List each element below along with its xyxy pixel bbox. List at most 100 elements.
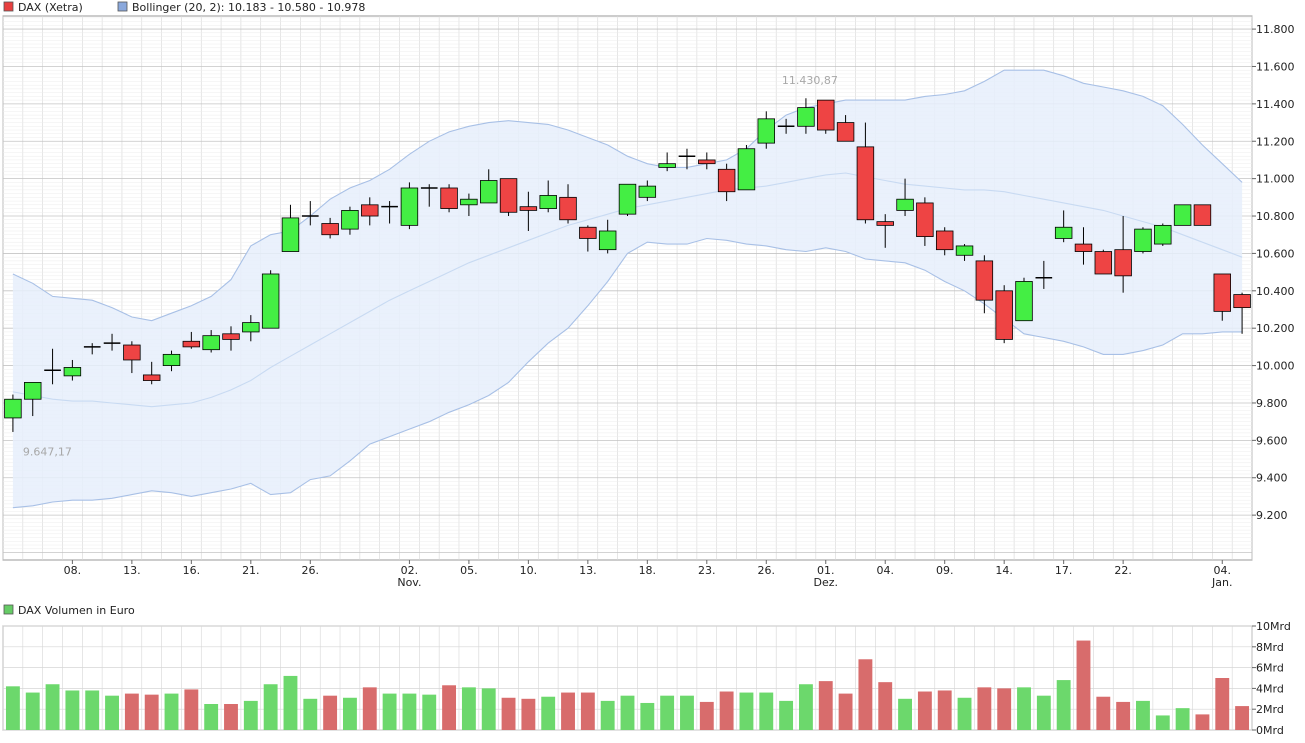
candle — [1173, 204, 1192, 226]
candle — [618, 183, 637, 217]
price-y-tick-label: 11.200 — [1256, 135, 1295, 148]
candle — [995, 285, 1013, 344]
candle — [539, 180, 557, 213]
x-tick-label: 10. — [520, 564, 538, 577]
price-y-tick-label: 10.000 — [1256, 360, 1295, 373]
volume-bar — [5, 686, 20, 730]
x-tick-label: 14. — [995, 564, 1013, 577]
x-tick-label: 05. — [460, 564, 478, 577]
volume-y-tick-label: 8Mrd — [1256, 641, 1284, 654]
volume-bar — [303, 698, 318, 730]
volume-bar — [600, 700, 615, 730]
candle-body-down — [876, 221, 894, 226]
candle-body-down — [1074, 243, 1093, 252]
candle — [1035, 260, 1053, 289]
candle — [717, 163, 736, 202]
volume-y-tick-label: 0Mrd — [1256, 724, 1284, 737]
volume-bar — [164, 693, 179, 730]
candle-body-down — [519, 206, 538, 211]
volume-bar — [402, 693, 417, 730]
candle-body-up — [341, 210, 359, 230]
volume-bar — [1175, 708, 1190, 730]
x-tick-label: 26. — [758, 564, 776, 577]
volume-bar — [382, 693, 397, 730]
volume-bar — [878, 682, 893, 730]
candle — [817, 99, 835, 134]
volume-y-tick-label: 2Mrd — [1256, 703, 1284, 716]
candle — [797, 98, 815, 134]
candle-body-up — [618, 183, 637, 215]
volume-bar — [937, 690, 952, 730]
volume-bar — [838, 693, 853, 730]
candle — [1074, 227, 1093, 265]
x-tick-label: 04. — [1214, 564, 1232, 577]
bollinger-lower-line — [12, 237, 1243, 509]
x-month-label: Jan. — [1211, 576, 1232, 589]
candle-body-down — [856, 146, 875, 221]
candle — [1193, 204, 1212, 226]
volume-bar — [1076, 640, 1091, 730]
candle-body-up — [202, 335, 220, 351]
candle — [737, 144, 756, 191]
price-y-tick-label: 9.200 — [1256, 509, 1288, 522]
price-y-tick-label: 11.000 — [1256, 173, 1295, 186]
candle-body-up — [261, 273, 280, 329]
volume-bar — [1215, 678, 1230, 730]
volume-bar — [521, 698, 536, 730]
candle-body-up — [955, 245, 974, 256]
volume-bar — [957, 697, 972, 730]
volume-bar — [640, 702, 655, 730]
volume-bar — [144, 694, 159, 730]
volume-bar — [779, 700, 794, 730]
candle-body-down — [916, 202, 934, 237]
volume-bar — [461, 687, 476, 730]
candle — [856, 122, 875, 224]
candle — [678, 148, 696, 170]
volume-y-tick-label: 10Mrd — [1256, 620, 1291, 633]
volume-bar — [1036, 695, 1051, 730]
volume-bar — [45, 684, 60, 730]
volume-bar — [65, 690, 80, 730]
candle — [400, 182, 419, 230]
volume-panel: 0Mrd 2Mrd 4Mrd 6Mrd 8Mrd 10Mrd — [2, 620, 1291, 737]
x-month-label: Dez. — [813, 576, 838, 589]
candle-body-down — [817, 99, 835, 131]
candle-body-down — [499, 178, 518, 213]
candle-body-down — [1114, 249, 1132, 277]
candle — [1233, 292, 1251, 334]
candle-body-up — [1134, 228, 1152, 252]
volume-bar — [1235, 706, 1250, 730]
candle — [24, 382, 42, 417]
candle-body-up — [1154, 224, 1172, 245]
bollinger-legend-swatch — [117, 1, 128, 12]
candle-body-up — [598, 230, 617, 251]
candle — [559, 184, 577, 224]
candle-body-down — [1233, 294, 1251, 309]
candle — [4, 394, 22, 432]
volume-y-tick-label: 6Mrd — [1256, 662, 1284, 675]
candle — [519, 191, 538, 231]
candle — [321, 217, 339, 239]
candle — [757, 111, 776, 149]
candle — [142, 361, 161, 385]
candle — [1114, 216, 1132, 293]
candle — [341, 206, 359, 235]
volume-bar — [1096, 696, 1111, 730]
candle — [1015, 277, 1033, 322]
volume-legend-swatch — [3, 604, 14, 615]
volume-bar — [105, 695, 119, 730]
volume-bar — [580, 692, 595, 730]
candle — [975, 255, 994, 314]
volume-bar — [759, 692, 774, 730]
volume-bar — [997, 688, 1012, 730]
candle-body-down — [975, 260, 994, 301]
candle — [935, 227, 954, 256]
candle — [103, 333, 121, 351]
candle — [162, 350, 181, 372]
volume-bar — [362, 687, 377, 730]
candle-body-up — [479, 180, 498, 204]
candle — [777, 118, 795, 134]
volume-bar — [25, 692, 40, 730]
candles — [4, 98, 1251, 432]
